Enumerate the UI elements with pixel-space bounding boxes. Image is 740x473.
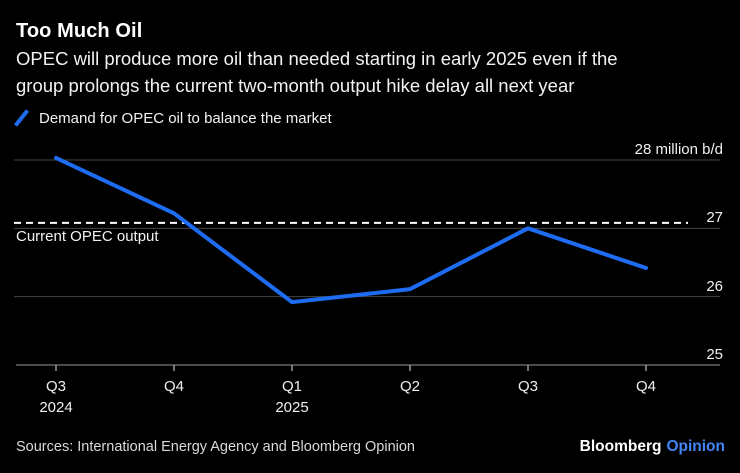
x-axis-label: Q3 (45, 378, 66, 395)
legend-label: Demand for OPEC oil to balance the marke… (39, 109, 332, 127)
chart-title: Too Much Oil (16, 20, 143, 42)
subtitle-line-1: OPEC will produce more oil than needed s… (16, 48, 618, 69)
subtitle-line-2: group prolongs the current two-month out… (16, 74, 575, 96)
x-axis-label: Q4 (163, 378, 184, 395)
sources-note: Sources: International Energy Agency and… (16, 439, 415, 455)
demand-line-series (54, 155, 648, 305)
x-axis-label: Q1 (281, 378, 302, 395)
y-axis-label: 26 (706, 277, 723, 295)
legend: Demand for OPEC oil to balance the marke… (13, 108, 332, 128)
x-axis-year-label: 2024 (39, 399, 73, 416)
chart-subtitle: OPEC will produce more oil than needed s… (16, 46, 618, 99)
reference-line-label: Current OPEC output (16, 227, 159, 245)
brand-name: Bloomberg (579, 438, 662, 455)
brand-edition: Opinion (666, 438, 725, 455)
x-axis-label: Q4 (635, 378, 656, 395)
x-axis-year-label: 2025 (275, 399, 309, 416)
y-axis-label: 28 million b/d (634, 141, 723, 158)
x-axis-label: Q3 (517, 378, 538, 395)
x-axis-label: Q2 (399, 378, 420, 395)
y-axis-label: 27 (706, 209, 723, 227)
legend-slash-icon (13, 109, 30, 127)
bloomberg-opinion-logo: Bloomberg Opinion (580, 438, 725, 456)
y-axis-label: 25 (706, 346, 723, 363)
